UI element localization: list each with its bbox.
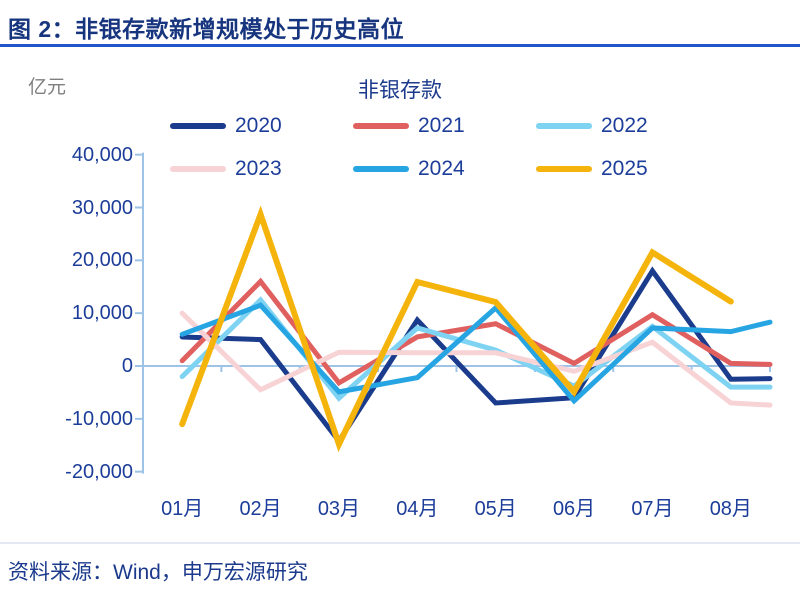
source-note: 资料来源：Wind，申万宏源研究: [8, 561, 308, 584]
x-axis-labels: 01月 02月 03月 04月 05月 06月 07月 08月: [0, 492, 800, 520]
legend-label: 2023: [235, 156, 282, 180]
legend-item-2025: 2025: [536, 157, 719, 181]
series-line-2023: [179, 310, 773, 408]
legend-swatch-2023: [170, 165, 226, 172]
y-tick-label: 20,000: [71, 249, 133, 272]
legend-label: 2022: [601, 113, 648, 137]
legend-item-2024: 2024: [353, 157, 536, 181]
legend-item-2021: 2021: [353, 114, 536, 138]
x-tick-label: 05月: [474, 498, 517, 520]
x-tick-label: 01月: [161, 498, 204, 520]
series-line-2025: [179, 205, 734, 453]
title-underline: [0, 44, 800, 47]
y-tick-label: -10,000: [65, 407, 133, 430]
y-tick-label: 10,000: [71, 302, 133, 325]
legend-label: 2020: [235, 113, 282, 137]
legend-swatch-2020: [170, 122, 226, 129]
legend-swatch-2021: [353, 122, 409, 129]
legend-item-2023: 2023: [170, 157, 353, 181]
series-line-2021: [179, 277, 773, 387]
legend-swatch-2025: [536, 165, 592, 172]
x-tick-label: 04月: [396, 498, 439, 520]
legend-item-2020: 2020: [170, 114, 353, 138]
legend-label: 2024: [418, 156, 465, 180]
y-tick-label: -20,000: [65, 460, 133, 483]
x-tick-label: 06月: [552, 498, 596, 520]
figure-title: 图 2：非银存款新增规模处于历史高位: [8, 16, 405, 42]
x-tick-label: 07月: [631, 498, 674, 520]
legend: 2020 2021 2022 2023 2024 2025: [170, 104, 719, 190]
chart-title: 非银存款: [358, 79, 442, 102]
y-unit-label: 亿元: [28, 77, 67, 98]
y-tick-label: 0: [121, 355, 133, 377]
y-tick-label: 40,000: [71, 143, 133, 166]
legend-label: 2025: [601, 156, 648, 180]
x-tick-label: 03月: [317, 498, 361, 520]
legend-label: 2021: [418, 113, 465, 137]
separator-line: [0, 542, 800, 544]
legend-item-2022: 2022: [536, 114, 719, 138]
y-tick-label: 30,000: [71, 196, 133, 219]
x-tick-label: 02月: [239, 498, 282, 520]
x-tick-label: 08月: [709, 498, 752, 520]
series-line-2020: [179, 266, 773, 446]
series-line-2024: [179, 302, 773, 405]
legend-swatch-2024: [353, 165, 409, 172]
legend-swatch-2022: [536, 122, 592, 129]
